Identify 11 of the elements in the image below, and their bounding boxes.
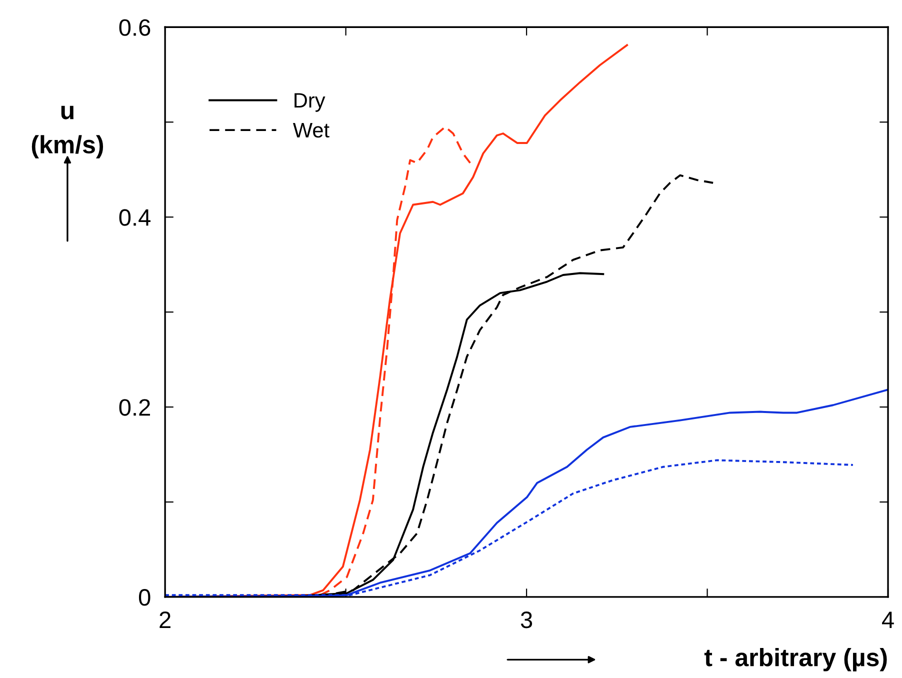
x-tick-label: 3 [520, 611, 532, 628]
y-tick-label: 0 [138, 589, 150, 606]
legend-label: Wet [292, 123, 330, 138]
legend-label: Dry [294, 93, 326, 112]
x-tick-label: 4 [882, 612, 894, 628]
y-tick-label: 0.6 [119, 19, 150, 36]
y-tick-label: 0.4 [119, 209, 150, 226]
x-axis-title: t - arbitrary (µs) [704, 648, 887, 672]
y-axis-title: u (km/s) [32, 106, 104, 158]
y-tick-label: 0.2 [119, 399, 150, 416]
x-tick-label: 2 [160, 611, 170, 628]
